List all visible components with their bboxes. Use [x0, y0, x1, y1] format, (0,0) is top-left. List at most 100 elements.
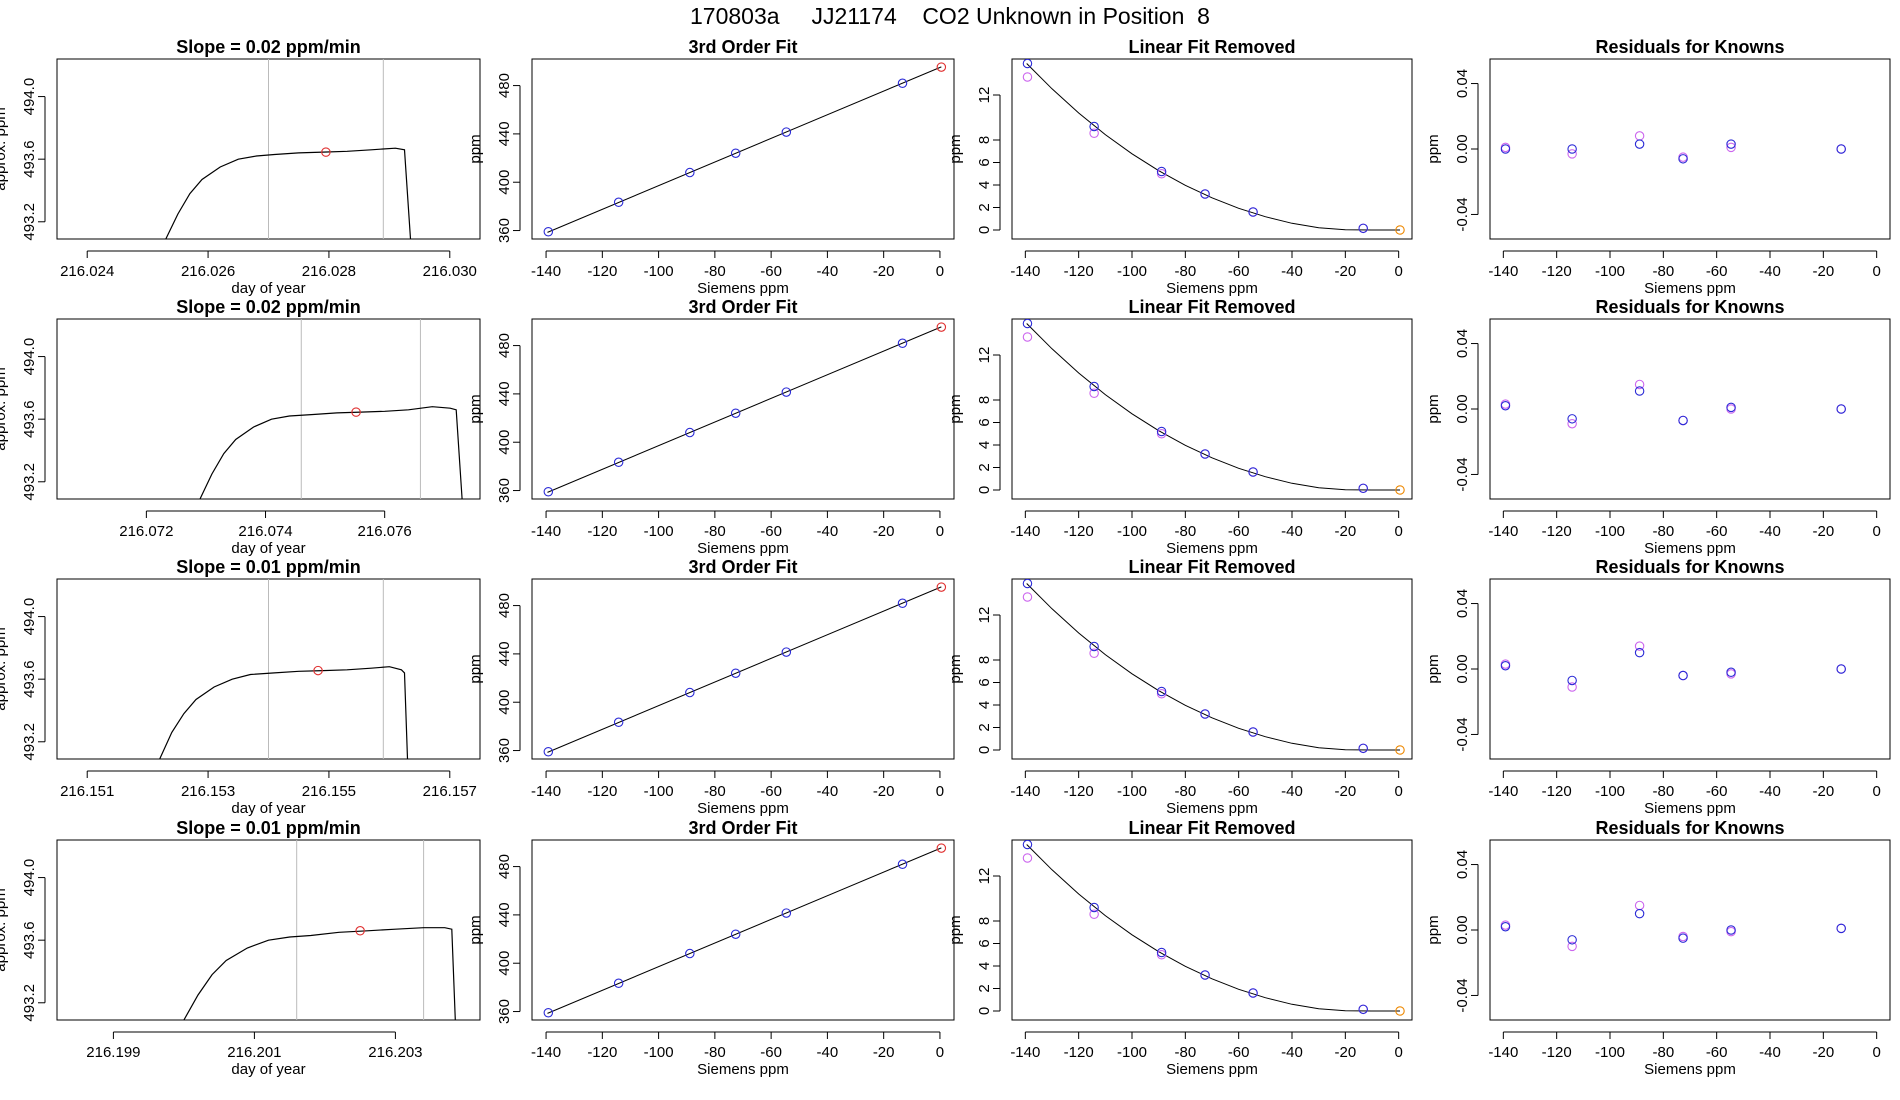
x-tick-label: 216.026 [181, 263, 235, 280]
data-point-blue [1634, 139, 1645, 149]
x-tick-label: -140 [531, 263, 561, 280]
x-tick-label: -60 [760, 523, 782, 540]
plot-area [543, 582, 947, 757]
x-tick-label: 216.151 [60, 783, 114, 800]
data-point-blue [897, 78, 908, 89]
data-point-blue [1248, 988, 1258, 998]
y-tick-label: 400 [496, 430, 513, 455]
plot-frame [1489, 578, 1891, 760]
plot-frame [1011, 578, 1413, 760]
y-tick-label: 494.0 [21, 78, 38, 116]
y-tick-label: 0.00 [1454, 394, 1471, 423]
panel-title: Linear Fit Removed [1128, 37, 1295, 57]
y-tick-label: 493.6 [21, 140, 38, 178]
y-axis-label: ppm [947, 915, 964, 944]
x-tick-label: -140 [1488, 263, 1518, 280]
y-tick-label: 480 [496, 333, 513, 358]
x-axis-label: day of year [231, 1061, 305, 1078]
x-tick-label: -140 [1488, 1044, 1518, 1061]
plot-frame [531, 318, 955, 500]
data-point-blue [1836, 664, 1846, 674]
x-tick-label: -60 [1706, 523, 1728, 540]
plot-area [1022, 59, 1405, 235]
x-axis-label: Siemens ppm [1166, 1061, 1258, 1078]
y-tick-label: 0 [976, 1007, 993, 1015]
x-tick-label: -20 [1334, 783, 1356, 800]
data-point-orange [1395, 485, 1405, 495]
x-tick-label: -80 [1174, 1044, 1196, 1061]
data-point-blue [897, 859, 908, 870]
plot-frame [1489, 839, 1891, 1021]
plot-area [183, 840, 456, 1020]
x-tick-label: 0 [1394, 1044, 1402, 1061]
data-point-blue [543, 227, 554, 237]
fit-curve [1026, 323, 1400, 491]
y-tick-label: 494.0 [21, 859, 38, 897]
x-axis-label: Siemens ppm [697, 800, 789, 817]
x-tick-label: -140 [1010, 263, 1040, 280]
y-tick-label: 360 [496, 999, 513, 1024]
data-point-blue [1156, 686, 1167, 697]
data-point-blue [1200, 449, 1210, 459]
y-tick-label: 493.6 [21, 921, 38, 959]
data-point-orange [1395, 225, 1405, 235]
x-tick-label: -60 [1228, 1044, 1250, 1061]
y-tick-label: 480 [496, 593, 513, 618]
data-point-violet [1634, 379, 1645, 390]
x-tick-label: 216.072 [119, 523, 173, 540]
page-title: 170803a JJ21174 CO2 Unknown in Position … [690, 3, 1210, 29]
x-tick-label: -140 [531, 783, 561, 800]
x-tick-label: -120 [587, 1044, 617, 1061]
mean-marker [351, 407, 361, 417]
x-tick-label: -80 [704, 523, 726, 540]
panel-2-3: Linear Fit Removed -140 -120 -100 -80 -60 -40 -… [947, 297, 1413, 557]
plot-frame [56, 318, 481, 500]
y-axis-label: approx. ppm [0, 107, 9, 190]
data-point-violet [1156, 688, 1167, 699]
y-tick-label: 493.6 [21, 400, 38, 438]
y-tick-label: 0 [976, 226, 993, 234]
x-tick-label: -20 [873, 783, 895, 800]
x-tick-label: 0 [1872, 1044, 1880, 1061]
panel-1-3: Linear Fit Removed -140 -120 -100 -80 -60 -40 -… [947, 37, 1413, 297]
mean-marker [313, 665, 323, 676]
plot-frame [531, 839, 955, 1021]
data-point-violet [1567, 149, 1577, 159]
data-point-blue [1200, 970, 1210, 980]
mean-marker [355, 926, 365, 936]
data-point-blue [781, 647, 792, 657]
y-tick-label: 0 [976, 486, 993, 494]
panel-title: Slope = 0.01 ppm/min [176, 557, 361, 577]
y-tick-label: 0.04 [1454, 589, 1471, 618]
y-tick-label: 494.0 [21, 338, 38, 376]
x-tick-label: -40 [1759, 263, 1781, 280]
x-tick-label: -60 [760, 263, 782, 280]
y-tick-label: 493.2 [21, 463, 38, 501]
x-tick-label: -60 [1706, 263, 1728, 280]
y-tick-label: 440 [496, 381, 513, 406]
x-tick-label: 216.155 [302, 783, 356, 800]
y-tick-label: 494.0 [21, 598, 38, 636]
data-point-blue [1567, 935, 1577, 945]
x-tick-label: 216.201 [227, 1044, 281, 1061]
x-tick-label: 0 [1394, 523, 1402, 540]
x-tick-label: -40 [817, 263, 839, 280]
x-tick-label: -80 [1174, 783, 1196, 800]
x-tick-label: -120 [587, 783, 617, 800]
y-tick-label: 440 [496, 902, 513, 927]
panel-3-1: Slope = 0.01 ppm/min 216.151 216.153 216.15… [0, 557, 481, 817]
plot-area [543, 843, 947, 1018]
plot-frame [531, 578, 955, 760]
data-point-violet [1156, 428, 1167, 439]
data-point-blue [1248, 727, 1258, 737]
x-tick-label: 216.157 [423, 783, 477, 800]
data-point-violet [1022, 853, 1033, 863]
x-tick-label: 216.028 [302, 263, 356, 280]
x-tick-label: -100 [1117, 263, 1147, 280]
x-tick-label: -40 [1759, 523, 1781, 540]
panel-title: 3rd Order Fit [688, 557, 797, 577]
y-tick-label: 6 [976, 418, 993, 426]
data-point-blue [613, 978, 624, 989]
data-point-blue [1634, 386, 1645, 396]
